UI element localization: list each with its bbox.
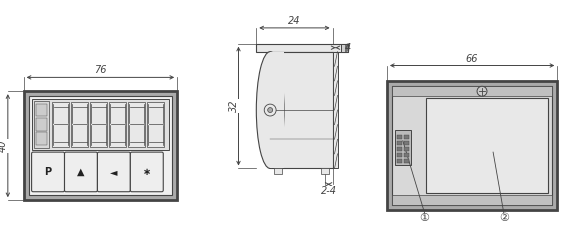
Bar (274, 168, 282, 174)
Bar (404, 135, 409, 139)
Bar (90, 102, 107, 147)
Bar (34, 101, 49, 148)
Circle shape (264, 104, 276, 116)
Bar (24, 91, 177, 200)
Text: P: P (44, 167, 52, 177)
Bar (425, 98, 548, 193)
Bar (392, 195, 552, 205)
FancyBboxPatch shape (31, 152, 65, 192)
Ellipse shape (256, 52, 284, 168)
Bar (342, 44, 349, 52)
Text: 66: 66 (466, 54, 478, 64)
Bar (256, 44, 349, 52)
Bar (270, 52, 332, 168)
Circle shape (477, 86, 487, 96)
Text: ②: ② (499, 213, 509, 223)
Bar (404, 141, 409, 145)
Bar (31, 99, 169, 150)
Bar (36, 133, 47, 145)
Bar (397, 135, 402, 139)
FancyBboxPatch shape (65, 152, 97, 192)
Bar (332, 52, 339, 168)
Bar (72, 102, 88, 147)
Bar (395, 130, 411, 165)
Bar (404, 153, 409, 157)
Text: 4: 4 (345, 43, 351, 53)
Bar (128, 102, 146, 147)
Bar (392, 86, 552, 96)
Text: 40: 40 (0, 140, 8, 152)
Bar (387, 81, 557, 210)
Bar (52, 102, 69, 147)
Text: ▲: ▲ (77, 167, 85, 177)
Bar (397, 147, 402, 151)
Bar (29, 96, 172, 195)
Text: ①: ① (420, 213, 430, 223)
Text: ◄: ◄ (110, 167, 118, 177)
Text: 24: 24 (288, 16, 301, 26)
Bar (36, 104, 47, 116)
Bar (147, 102, 164, 147)
Bar (321, 168, 329, 174)
Bar (397, 158, 402, 163)
Bar (270, 52, 284, 168)
Text: 76: 76 (94, 65, 107, 75)
Bar (397, 141, 402, 145)
Text: 32: 32 (229, 100, 239, 112)
Bar (404, 158, 409, 163)
Text: ∗: ∗ (143, 167, 151, 177)
Text: 2-4: 2-4 (321, 186, 336, 196)
FancyBboxPatch shape (97, 152, 130, 192)
Bar (404, 147, 409, 151)
Bar (392, 86, 552, 205)
Bar (397, 153, 402, 157)
Circle shape (268, 108, 272, 112)
FancyBboxPatch shape (130, 152, 164, 192)
Bar (109, 102, 126, 147)
Bar (36, 118, 47, 131)
